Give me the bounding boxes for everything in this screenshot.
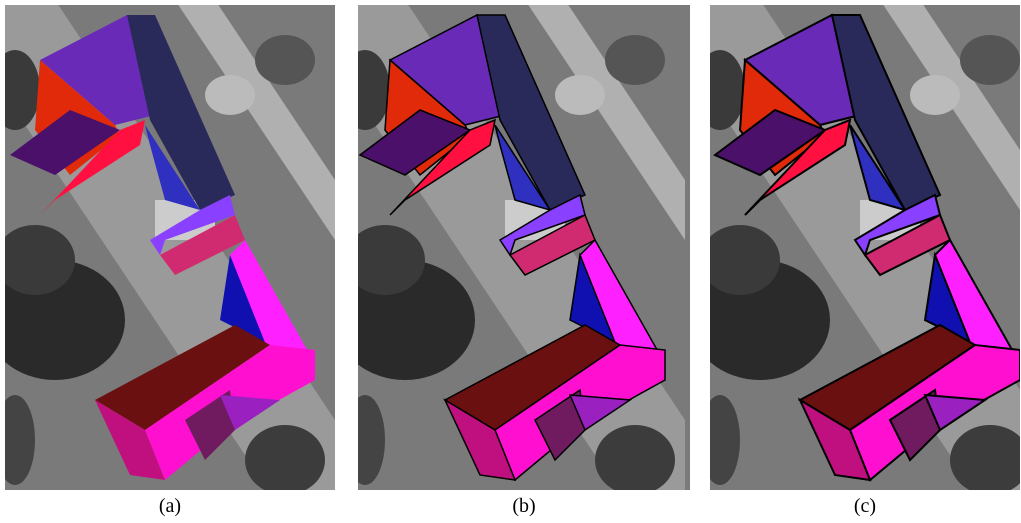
figure: (a) (b) (c) [0, 0, 1021, 523]
caption: (a) [159, 495, 181, 517]
caption: (c) [854, 495, 876, 517]
panel-b-image [335, 0, 695, 500]
panel-c-image [690, 0, 1021, 500]
panel-a-image [0, 0, 345, 500]
caption: (b) [512, 495, 535, 517]
